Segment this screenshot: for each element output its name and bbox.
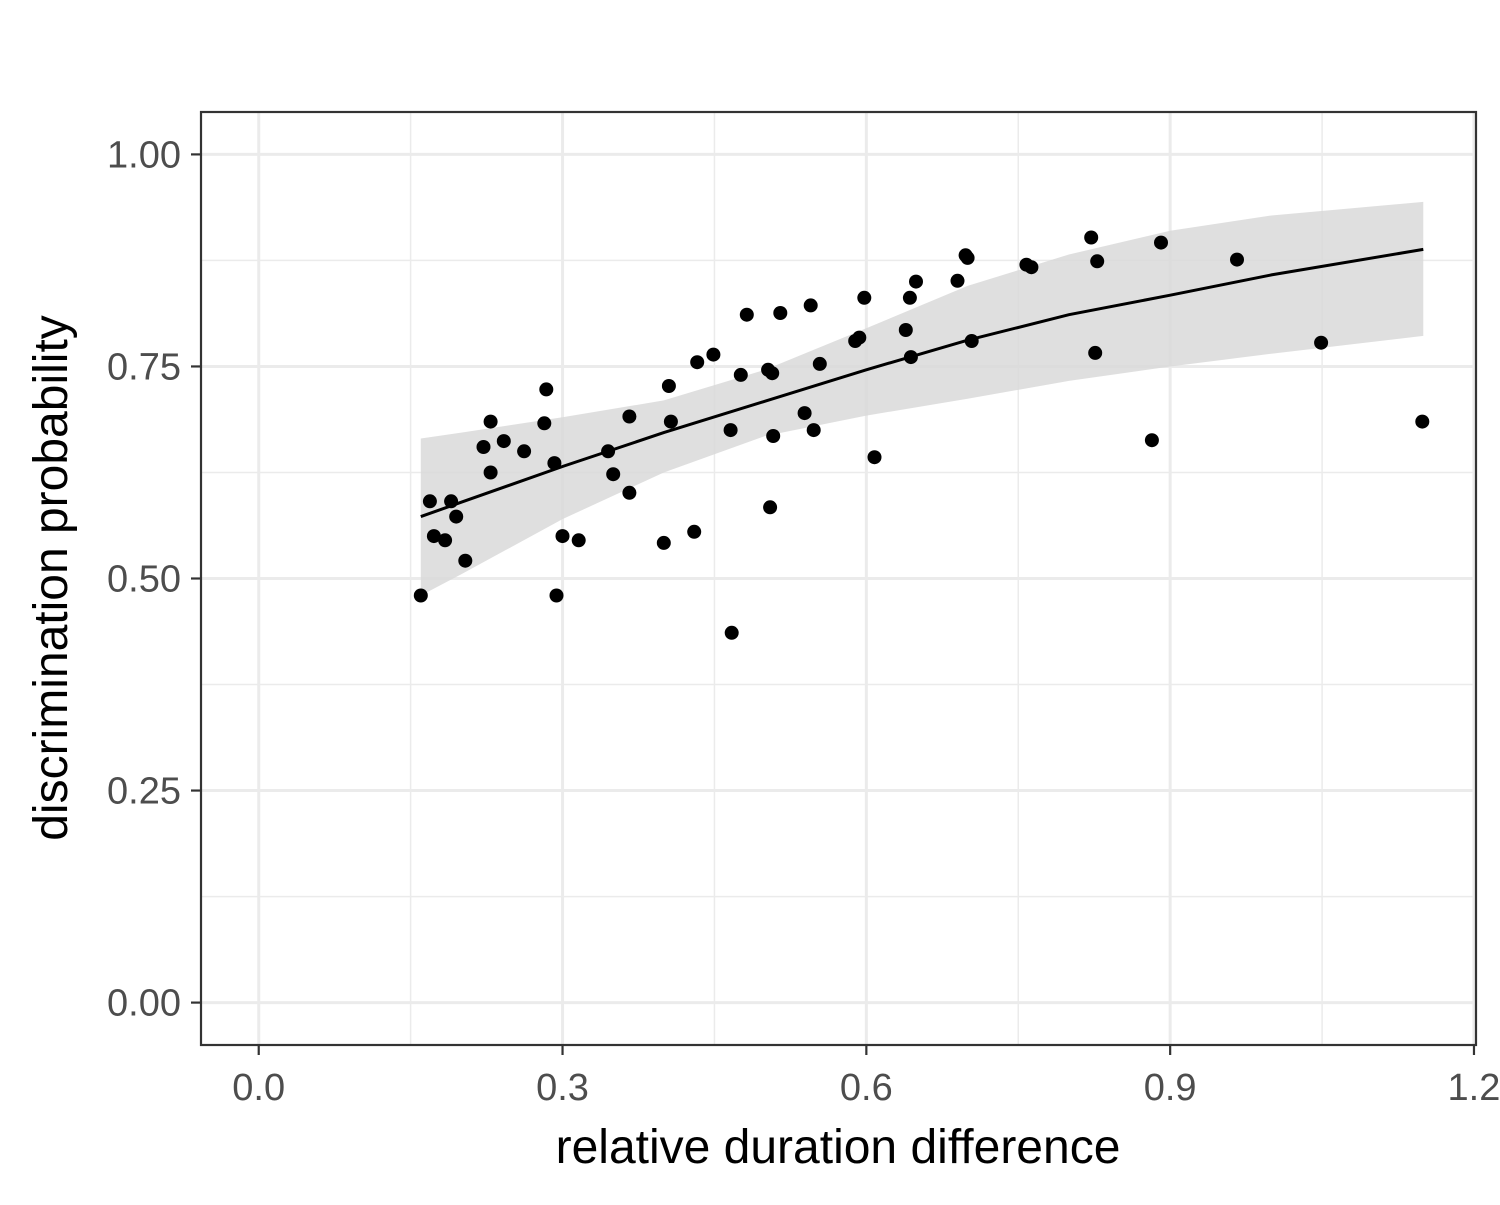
data-point bbox=[483, 414, 498, 429]
data-point bbox=[964, 334, 979, 348]
data-point bbox=[476, 440, 491, 454]
data-point bbox=[765, 366, 780, 381]
data-point bbox=[422, 494, 437, 509]
x-tick-label: 1.2 bbox=[1448, 1067, 1500, 1109]
y-tick-label: 0.75 bbox=[107, 346, 181, 388]
x-axis-title: relative duration difference bbox=[556, 1121, 1121, 1174]
data-point bbox=[663, 414, 678, 429]
data-point bbox=[706, 347, 721, 362]
data-point bbox=[622, 409, 637, 424]
data-point bbox=[413, 588, 428, 603]
data-point bbox=[960, 250, 975, 265]
data-point bbox=[773, 306, 788, 320]
fit-line bbox=[420, 247, 1424, 519]
data-point bbox=[806, 423, 821, 438]
data-point bbox=[1090, 254, 1105, 269]
data-point bbox=[1024, 260, 1039, 275]
data-point bbox=[1084, 230, 1099, 245]
data-point bbox=[898, 323, 913, 337]
data-point bbox=[766, 429, 781, 443]
x-tick-label: 0.6 bbox=[840, 1067, 893, 1109]
data-point bbox=[458, 553, 473, 568]
data-point bbox=[852, 330, 867, 345]
y-axis-title: discrimination probability bbox=[25, 315, 78, 841]
data-point bbox=[902, 290, 917, 305]
data-point bbox=[656, 535, 671, 550]
data-point bbox=[867, 450, 882, 465]
x-tick-label: 0.9 bbox=[1144, 1067, 1197, 1109]
data-point bbox=[1230, 252, 1244, 267]
data-point bbox=[903, 350, 918, 365]
data-point bbox=[687, 524, 702, 539]
data-point bbox=[601, 444, 616, 459]
x-tick-label: 0.3 bbox=[536, 1067, 589, 1109]
data-point bbox=[549, 588, 564, 603]
data-point bbox=[539, 382, 554, 397]
data-point bbox=[690, 355, 705, 370]
data-point bbox=[571, 533, 586, 548]
y-tick-label: 0.25 bbox=[107, 771, 181, 813]
data-point bbox=[1088, 345, 1103, 360]
data-point bbox=[950, 273, 965, 288]
data-point bbox=[909, 274, 923, 289]
y-tick-label: 0.50 bbox=[107, 559, 181, 601]
data-point bbox=[517, 444, 532, 459]
data-point bbox=[496, 434, 511, 449]
data-point bbox=[723, 423, 738, 438]
data-point bbox=[622, 485, 637, 500]
data-point bbox=[763, 500, 778, 515]
data-point bbox=[483, 465, 498, 480]
data-point bbox=[449, 509, 464, 524]
data-point bbox=[857, 290, 872, 305]
y-tick-label: 1.00 bbox=[107, 134, 181, 176]
data-point bbox=[1154, 235, 1168, 250]
data-point bbox=[803, 298, 818, 313]
data-point bbox=[797, 406, 812, 421]
data-point bbox=[555, 529, 570, 544]
x-tick-label: 0.0 bbox=[232, 1067, 285, 1109]
data-point bbox=[1415, 414, 1430, 429]
data-point bbox=[444, 494, 459, 509]
data-point bbox=[438, 533, 453, 548]
confidence-ribbon bbox=[420, 201, 1424, 596]
data-point bbox=[547, 456, 562, 471]
data-point bbox=[724, 625, 739, 640]
data-point bbox=[606, 467, 621, 482]
data-point bbox=[1314, 335, 1329, 350]
data-point bbox=[812, 356, 827, 371]
data-point bbox=[426, 529, 441, 544]
data-point bbox=[537, 416, 552, 431]
data-point bbox=[1144, 433, 1159, 448]
data-point bbox=[661, 379, 676, 393]
y-tick-label: 0.00 bbox=[107, 983, 181, 1025]
data-point bbox=[733, 367, 748, 382]
data-point bbox=[739, 307, 754, 322]
